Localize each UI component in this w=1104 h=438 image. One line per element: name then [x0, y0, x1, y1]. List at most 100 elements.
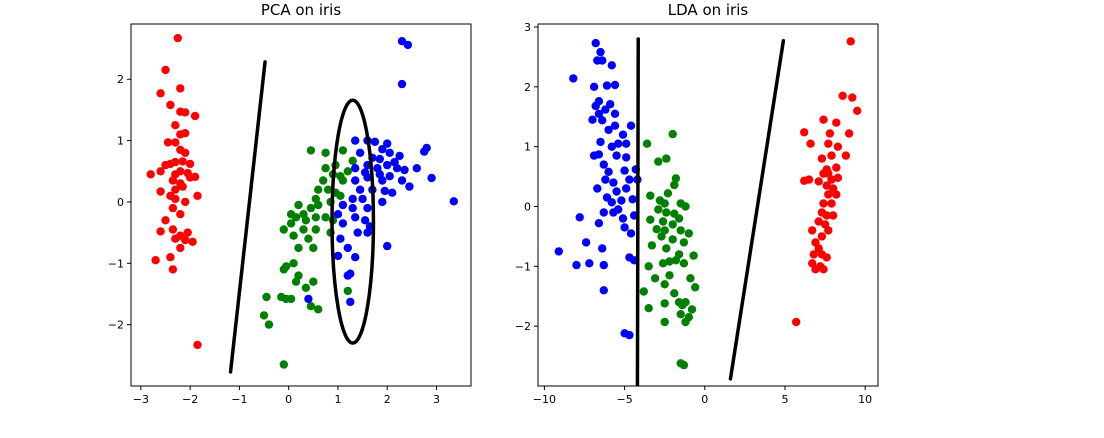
- pca-annotations: [228, 60, 376, 374]
- lda-y-tick-label: 3: [524, 21, 531, 34]
- lda-plot-frame: [537, 23, 879, 387]
- pca-point-green: [299, 225, 308, 234]
- lda-point-red: [811, 265, 820, 274]
- pca-point-blue: [380, 186, 389, 196]
- pca-x-axis: −3 −2 −1 0 1 2 3: [133, 386, 440, 406]
- lda-point-red: [809, 250, 818, 259]
- lda-point-red: [808, 226, 817, 235]
- pca-point-red: [156, 227, 165, 236]
- lda-point-green: [678, 301, 687, 310]
- lda-point-red: [817, 154, 827, 163]
- pca-point-red: [190, 111, 200, 121]
- lda-point-blue: [612, 187, 621, 196]
- lda-point-red: [814, 177, 823, 186]
- pca-point-blue: [355, 185, 365, 194]
- pca-point-green: [343, 167, 352, 176]
- pca-point-green: [338, 146, 348, 155]
- lda-point-green: [670, 180, 679, 190]
- lda-x-tick-label: −10: [533, 393, 556, 406]
- lda-point-red: [814, 217, 823, 226]
- lda-point-blue: [618, 130, 628, 139]
- lda-point-red: [800, 176, 809, 185]
- lda-point-blue: [591, 38, 600, 48]
- lda-point-green: [676, 310, 685, 319]
- lda-point-blue: [599, 286, 608, 295]
- lda-point-green: [681, 202, 690, 211]
- pca-point-blue: [358, 194, 367, 204]
- pca-point-green: [306, 203, 316, 213]
- pca-point-green: [309, 243, 318, 253]
- pca-point-blue: [375, 154, 384, 164]
- pca-point-blue: [378, 176, 387, 185]
- lda-x-tick-label: 0: [701, 393, 708, 406]
- lda-point-red: [853, 106, 862, 116]
- pca-point-green: [291, 213, 301, 222]
- lda-point-green: [679, 360, 689, 370]
- lda-x-axis: −10 −5 0 5 10: [533, 386, 872, 406]
- lda-point-red: [792, 317, 801, 327]
- pca-point-red: [168, 203, 178, 213]
- pca-point-red: [181, 129, 190, 138]
- lda-point-red: [827, 199, 836, 208]
- lda-point-green: [646, 215, 655, 224]
- pca-point-green: [321, 148, 330, 157]
- lda-point-green: [676, 226, 685, 235]
- lda-point-blue: [594, 219, 604, 228]
- pca-point-red: [171, 234, 180, 243]
- pca-x-tick-label: 0: [285, 393, 292, 406]
- pca-point-blue: [355, 148, 365, 157]
- lda-point-blue: [610, 109, 620, 119]
- pca-point-blue: [378, 197, 387, 207]
- lda-point-red: [822, 181, 831, 190]
- lda-point-blue: [598, 56, 607, 65]
- pca-point-green: [314, 305, 323, 314]
- lda-x-tick-label: 5: [781, 393, 788, 406]
- pca-point-blue: [360, 216, 370, 225]
- pca-point-green: [321, 164, 330, 173]
- lda-point-green: [647, 241, 657, 250]
- pca-overlap-ellipse: [330, 98, 376, 345]
- lda-point-red: [832, 118, 841, 127]
- pca-point-blue: [333, 251, 343, 261]
- lda-point-red: [832, 163, 841, 172]
- pca-y-tick-label: 0: [117, 196, 124, 209]
- lda-point-green: [668, 220, 677, 229]
- lda-point-blue: [622, 139, 631, 148]
- pca-point-red: [151, 256, 160, 265]
- lda-point-red: [822, 253, 831, 262]
- pca-point-blue: [351, 213, 360, 222]
- lda-point-green: [691, 283, 700, 292]
- lda-point-red: [841, 151, 851, 160]
- lda-point-blue: [601, 105, 610, 114]
- pca-point-green: [289, 231, 298, 240]
- lda-point-blue: [598, 244, 607, 253]
- pca-point-red: [171, 121, 180, 130]
- lda-point-green: [652, 225, 661, 234]
- lda-y-tick-label: −2: [515, 320, 531, 333]
- lda-point-blue: [604, 167, 613, 176]
- lda-point-red: [800, 128, 809, 137]
- pca-y-tick-label: −1: [108, 257, 124, 270]
- pca-point-green: [321, 213, 330, 222]
- pca-point-green: [279, 265, 288, 274]
- pca-point-blue: [385, 172, 394, 181]
- pca-points: [146, 33, 458, 369]
- lda-point-blue: [626, 229, 636, 238]
- lda-point-red: [806, 139, 815, 148]
- pca-point-blue: [427, 173, 436, 183]
- pca-point-blue: [363, 203, 372, 213]
- pca-point-red: [178, 157, 187, 166]
- lda-point-blue: [617, 196, 626, 205]
- pca-point-blue: [336, 234, 345, 243]
- lda-point-blue: [596, 47, 605, 57]
- lda-point-blue: [594, 109, 604, 119]
- pca-point-green: [289, 259, 298, 268]
- lda-point-green: [657, 232, 666, 241]
- lda-point-green: [662, 208, 671, 217]
- lda-point-green: [658, 259, 668, 268]
- pca-point-red: [178, 182, 187, 191]
- pca-point-blue: [385, 148, 394, 157]
- pca-point-green: [306, 146, 316, 155]
- pca-point-green: [323, 185, 333, 194]
